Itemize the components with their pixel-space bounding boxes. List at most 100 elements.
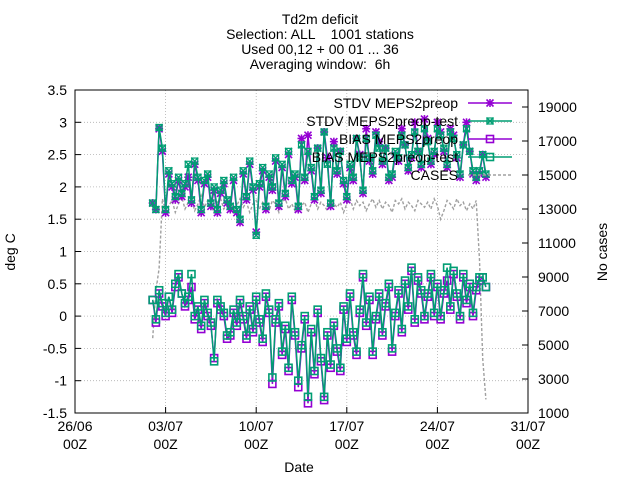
data-point	[485, 134, 495, 144]
legend-label: STDV MEPS2preop-test	[306, 113, 458, 129]
data-point	[465, 147, 474, 156]
data-point	[151, 205, 160, 214]
data-point	[404, 163, 413, 172]
x-tick-label: 00Z	[63, 436, 88, 452]
data-point	[433, 124, 442, 133]
data-point	[313, 144, 322, 153]
data-point	[449, 266, 458, 276]
data-point	[158, 144, 166, 152]
data-point	[404, 163, 412, 172]
data-point	[162, 205, 170, 214]
data-point	[348, 327, 358, 337]
data-point	[397, 324, 407, 334]
data-point	[387, 344, 397, 353]
data-point	[171, 279, 180, 289]
x-tick-label: 31/07	[510, 418, 545, 434]
x-tick-label: 00Z	[425, 436, 450, 452]
data-point	[287, 176, 296, 185]
data-point	[417, 160, 426, 169]
data-point	[261, 289, 271, 298]
data-point	[443, 160, 452, 169]
data-point	[436, 131, 445, 140]
data-point	[239, 166, 248, 175]
data-point	[375, 144, 384, 153]
data-point	[293, 376, 303, 386]
data-point	[352, 134, 361, 143]
data-point	[310, 192, 319, 201]
data-point	[258, 334, 267, 344]
data-point	[268, 373, 277, 382]
data-point	[401, 141, 409, 149]
data-point	[329, 318, 339, 327]
data-point	[200, 176, 209, 185]
data-point	[368, 166, 377, 175]
data-point	[481, 282, 491, 292]
data-point	[235, 295, 245, 305]
data-point	[242, 331, 251, 340]
data-point	[433, 279, 442, 289]
data-point	[339, 176, 348, 185]
data-point	[371, 131, 380, 140]
data-point	[345, 289, 355, 298]
x-tick-label: 26/06	[57, 418, 92, 434]
data-point	[407, 263, 416, 272]
data-point	[255, 315, 264, 324]
data-point	[369, 167, 377, 175]
data-point	[187, 195, 196, 204]
data-point	[420, 124, 429, 133]
data-point	[352, 347, 361, 356]
data-point	[314, 144, 322, 152]
data-point	[336, 147, 344, 155]
data-point	[232, 205, 241, 214]
data-point	[297, 141, 306, 149]
data-point	[238, 311, 248, 321]
data-point	[216, 186, 225, 195]
data-point	[294, 202, 302, 210]
data-point	[252, 231, 260, 239]
data-point	[456, 170, 464, 178]
data-point	[152, 205, 160, 214]
data-point	[458, 269, 468, 279]
data-point	[246, 157, 254, 165]
data-point	[307, 163, 316, 172]
data-point	[374, 289, 384, 298]
data-point	[462, 295, 471, 305]
data-point	[265, 169, 274, 178]
data-point	[355, 153, 364, 162]
y-axis-label: deg C	[2, 233, 18, 270]
data-point	[413, 147, 422, 156]
data-point	[300, 173, 309, 182]
data-point	[342, 192, 351, 201]
data-point	[271, 153, 280, 162]
data-point	[204, 170, 212, 178]
y-tick-label: 1.5	[48, 211, 68, 227]
data-point	[236, 215, 244, 223]
x-tick-label: 24/07	[420, 418, 455, 434]
data-point	[281, 189, 289, 197]
data-point	[229, 173, 238, 182]
data-point	[272, 154, 280, 162]
data-point	[207, 199, 215, 207]
data-point	[233, 205, 241, 214]
data-point	[333, 167, 341, 175]
data-point	[439, 144, 448, 153]
y-tick-label: 2	[59, 179, 67, 195]
data-point	[229, 173, 238, 181]
data-point	[368, 347, 377, 356]
y2-tick-label: 17000	[538, 133, 577, 149]
data-point	[310, 366, 319, 376]
data-point	[466, 147, 474, 155]
y2-tick-label: 11000	[538, 235, 576, 251]
data-point	[178, 189, 186, 197]
y-tick-label: -0.5	[43, 340, 67, 356]
axis-layer: -1.5 -1 -0.5 0 0.5 1 1.5 2 2.5 3 3.5 1000 3000 5000 70…	[43, 82, 577, 452]
data-point	[365, 292, 374, 302]
y-tick-label: 2.5	[48, 147, 68, 163]
x-tick-label: 03/07	[148, 418, 183, 434]
data-point	[287, 292, 297, 302]
data-point	[407, 150, 416, 159]
data-point	[391, 308, 400, 318]
data-point	[181, 180, 189, 188]
data-point	[462, 124, 471, 133]
data-point	[437, 131, 445, 139]
